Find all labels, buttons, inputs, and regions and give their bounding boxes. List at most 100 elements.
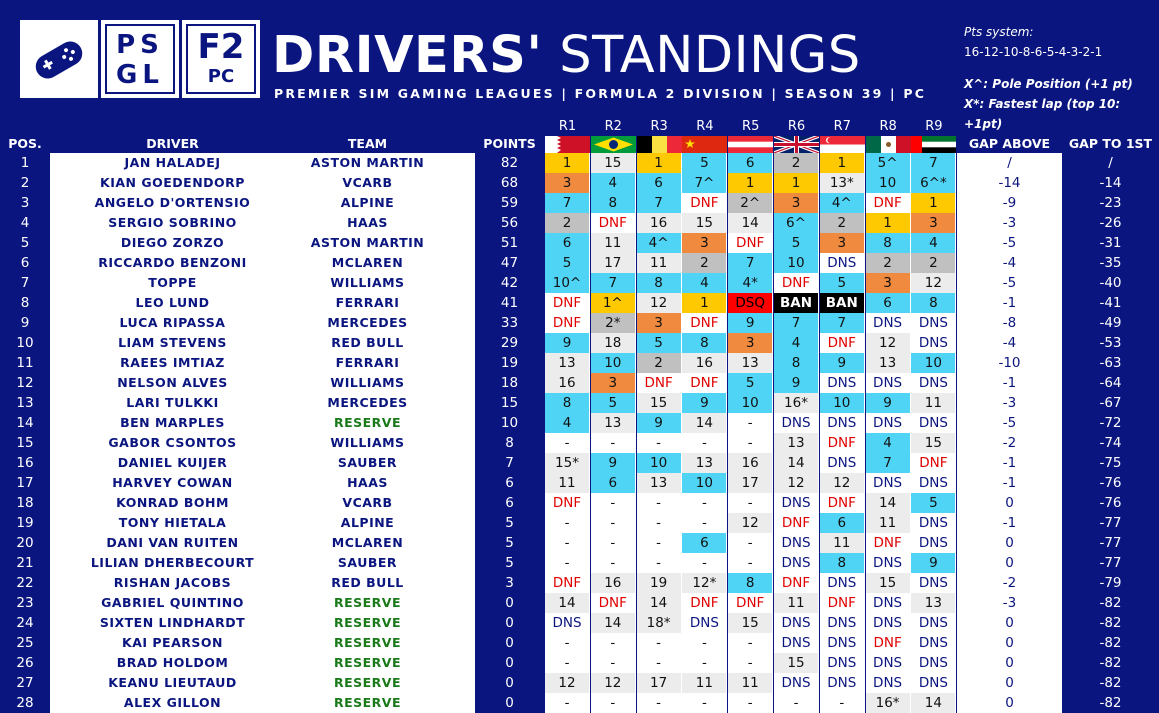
race-result-cell: - [682,653,728,673]
race-result-cell: - [545,633,590,653]
race-result-cell: DNF [865,533,911,553]
driver-name: TONY HIETALA [118,515,227,530]
gap-first-cell: -23 [1099,195,1122,211]
race-result-cell: DNS [865,593,911,613]
race-result-cell: 1 [545,153,590,173]
race-result-cell: 8 [545,393,590,413]
race-result-cell: DNF [819,493,865,513]
race-result-cell: - [682,553,728,573]
driver-name: BEN MARPLES [120,415,225,430]
uae-flag-icon [911,136,957,153]
gap-first-cell: -77 [1099,535,1122,551]
team-name: SAUBER [337,455,398,470]
race-result-cell: 3 [728,333,774,353]
gap-above-cell: -5 [957,413,1062,433]
race-result-cell: 12 [545,673,590,693]
points-cell: 5 [505,535,514,551]
header-pos: POS. [8,136,42,151]
race-result-cell: DNS [911,653,957,673]
driver-name: KONRAD BOHM [116,495,229,510]
race-result-cell: DNS [545,613,590,633]
points-cell: 15 [500,395,519,411]
race-result-cell: - [682,513,728,533]
race-result-cell: 2 [819,213,865,233]
race-result-cell: DNS [819,253,865,273]
race-result-cell: 2 [911,253,957,273]
race-result-cell: 10 [590,353,636,373]
race-result-cell: DNF [636,373,682,393]
team-name: RED BULL [331,335,404,350]
race-result-cell: 1^ [590,293,636,313]
race-result-cell: 4 [545,413,590,433]
gap-above-cell: -14 [957,173,1062,193]
race-result-cell: 9 [819,353,865,373]
race-result-cell: 1 [819,153,865,173]
position-cell: 20 [16,535,34,551]
race-result-cell: 12 [590,673,636,693]
gap-above-cell: -1 [957,513,1062,533]
race-result-cell: DNS [819,413,865,433]
page-title: DRIVERS' STANDINGS [272,26,861,86]
race-result-cell: - [636,553,682,573]
points-cell: 6 [505,495,514,511]
race-result-cell: DNS [774,633,819,653]
race-result-cell: 13 [636,473,682,493]
race-result-cell: DNF [819,433,865,453]
race-result-cell: DNF [865,633,911,653]
team-name: VCARB [342,175,393,190]
race-result-cell: 3 [590,373,636,393]
driver-name: LARI TULKKI [126,395,219,410]
race-result-cell: 11 [911,393,957,413]
race-header-2: R2 [604,119,622,134]
points-cell: 0 [505,675,514,691]
race-result-cell: - [636,513,682,533]
race-result-cell: 2 [865,253,911,273]
race-result-cell: DNS [911,413,957,433]
race-result-cell: DNS [819,633,865,653]
gap-above-cell: -2 [957,573,1062,593]
points-cell: 3 [505,575,514,591]
race-result-cell: DNS [819,573,865,593]
race-result-cell: 13 [590,413,636,433]
race-result-cell: - [682,493,728,513]
gap-first-cell: -49 [1099,315,1122,331]
team-name: MERCEDES [327,315,408,330]
race-result-cell: 14 [774,453,819,473]
race-result-cell: - [590,433,636,453]
race-result-cell: 17 [728,473,774,493]
points-cell: 82 [500,155,519,171]
race-result-cell: 14 [911,693,957,713]
race-result-cell: 1 [728,173,774,193]
points-cell: 0 [505,595,514,611]
gap-above-cell: -1 [957,473,1062,493]
race-result-cell: 13 [911,593,957,613]
race-result-cell: 12 [636,293,682,313]
race-result-cell: - [636,653,682,673]
race-result-cell: 9 [682,393,728,413]
uk-flag-icon [774,136,819,153]
race-result-cell: 7 [636,193,682,213]
team-name: WILLIAMS [330,435,405,450]
header-driver: DRIVER [146,136,199,151]
race-result-cell: 18 [590,333,636,353]
race-result-cell: 16 [728,453,774,473]
race-result-cell: 6 [819,513,865,533]
race-result-cell: DNS [774,613,819,633]
position-cell: 9 [20,315,30,331]
gap-above-cell: 0 [957,673,1062,693]
race-result-cell: 13 [728,353,774,373]
race-result-cell: - [590,493,636,513]
position-cell: 21 [16,555,34,571]
race-result-cell: - [545,533,590,553]
gap-above-cell: -8 [957,313,1062,333]
position-cell: 14 [16,415,34,431]
race-result-cell: 2 [774,153,819,173]
position-cell: 18 [16,495,34,511]
race-result-cell: 2^ [728,193,774,213]
gap-first-cell: -75 [1099,455,1122,471]
race-result-cell: 6 [728,153,774,173]
race-result-cell: 10 [774,253,819,273]
race-result-cell: 11 [636,253,682,273]
header-gap-first: GAP TO 1ST [1068,136,1153,151]
race-result-cell: 15 [865,573,911,593]
